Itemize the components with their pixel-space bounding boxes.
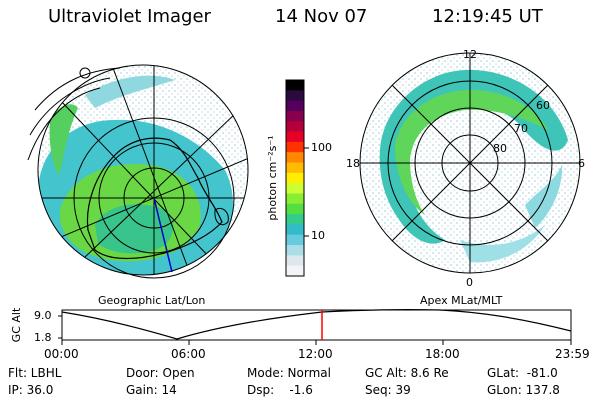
mlt-label-0: 0 — [466, 276, 473, 289]
apex-grid — [359, 52, 581, 274]
altitude-xtick: 06:00 — [171, 347, 206, 361]
auroral-arc-left — [49, 104, 78, 175]
colorbar-band — [286, 265, 304, 277]
altitude-xticks — [61, 340, 572, 345]
altitude-xtick: 00:00 — [44, 347, 79, 361]
altitude-curve — [61, 309, 572, 340]
contour-line — [29, 77, 111, 136]
mlat-label-70: 70 — [514, 122, 528, 135]
door-info: Door: Open — [126, 366, 195, 380]
altitude-xtick: 23:59 — [555, 347, 590, 361]
colorbar-band — [286, 214, 304, 226]
colorbar — [286, 80, 304, 277]
mlat-label-80: 80 — [493, 142, 507, 155]
glon-info: GLon: 137.8 — [487, 383, 560, 397]
mlt-label-6: 6 — [578, 157, 585, 170]
colorbar-band — [286, 100, 304, 112]
altitude-ytick-top: 9.0 — [34, 309, 52, 322]
colorbar-tick-10: 10 — [311, 229, 325, 242]
geographic-panel — [38, 65, 248, 275]
continent-outline — [86, 137, 223, 260]
auroral-arc-dawn — [525, 165, 563, 228]
colorbar-band — [286, 141, 304, 153]
colorbar-band — [286, 203, 304, 215]
colorbar-tick-100: 100 — [311, 141, 332, 154]
geographic-grid — [27, 64, 249, 279]
auroral-arc-top — [85, 75, 175, 108]
colorbar-band — [286, 152, 304, 164]
colorbar-band — [286, 193, 304, 205]
glat-info: GLat: -81.0 — [487, 366, 558, 380]
satellite-meridian — [153, 197, 173, 273]
colorbar-band — [286, 245, 304, 256]
mlt-line — [391, 84, 549, 242]
colorbar-band — [286, 121, 304, 133]
altitude-plot-frame — [61, 309, 572, 341]
instrument-title: Ultraviolet Imager — [48, 6, 211, 27]
meridian-line — [109, 65, 201, 275]
seq-info: Seq: 39 — [365, 383, 411, 397]
apex-panel — [360, 53, 580, 273]
observation-date: 14 Nov 07 — [275, 6, 368, 27]
colorbar-band — [286, 255, 304, 267]
colorbar-band — [286, 224, 304, 236]
grid-ring-outer — [37, 64, 249, 276]
colorbar-band — [286, 172, 304, 184]
mlat-label-60: 60 — [536, 99, 550, 112]
mode-info: Mode: Normal — [247, 366, 331, 380]
colorbar-band — [286, 110, 304, 122]
colorbar-band — [286, 90, 304, 102]
observation-time: 12:19:45 UT — [432, 6, 543, 27]
auroral-arc-midnight — [460, 225, 545, 263]
colorbar-band — [286, 162, 304, 174]
altitude-ytick-bottom: 1.8 — [34, 331, 52, 344]
colorbar-frame — [285, 79, 305, 277]
contour-line — [27, 87, 101, 161]
colorbar-band — [286, 80, 304, 91]
colorbar-band — [286, 183, 304, 195]
geographic-panel-label: Geographic Lat/Lon — [98, 294, 206, 307]
colorbar-unit-label: photon cm⁻²s⁻¹ — [266, 135, 279, 220]
gc-alt-info: GC Alt: 8.6 Re — [365, 366, 449, 380]
altitude-xtick: 12:00 — [298, 347, 333, 361]
contour-line — [34, 67, 121, 111]
apex-panel-label: Apex MLat/MLT — [420, 294, 503, 307]
gain-info: Gain: 14 — [126, 383, 177, 397]
meridian-line — [38, 144, 248, 251]
coast-fragment — [214, 207, 229, 226]
altitude-xtick: 18:00 — [425, 347, 460, 361]
dsp-info: Dsp: -1.6 — [247, 383, 313, 397]
altitude-ylabel: GC Alt — [10, 307, 23, 342]
colorbar-band — [286, 131, 304, 143]
mlt-label-12: 12 — [463, 48, 477, 61]
colorbar-band — [286, 234, 304, 246]
ip-info: IP: 36.0 — [8, 383, 54, 397]
mlt-label-18: 18 — [346, 157, 360, 170]
filter-info: Flt: LBHL — [8, 366, 62, 380]
contour-ring — [79, 67, 91, 79]
